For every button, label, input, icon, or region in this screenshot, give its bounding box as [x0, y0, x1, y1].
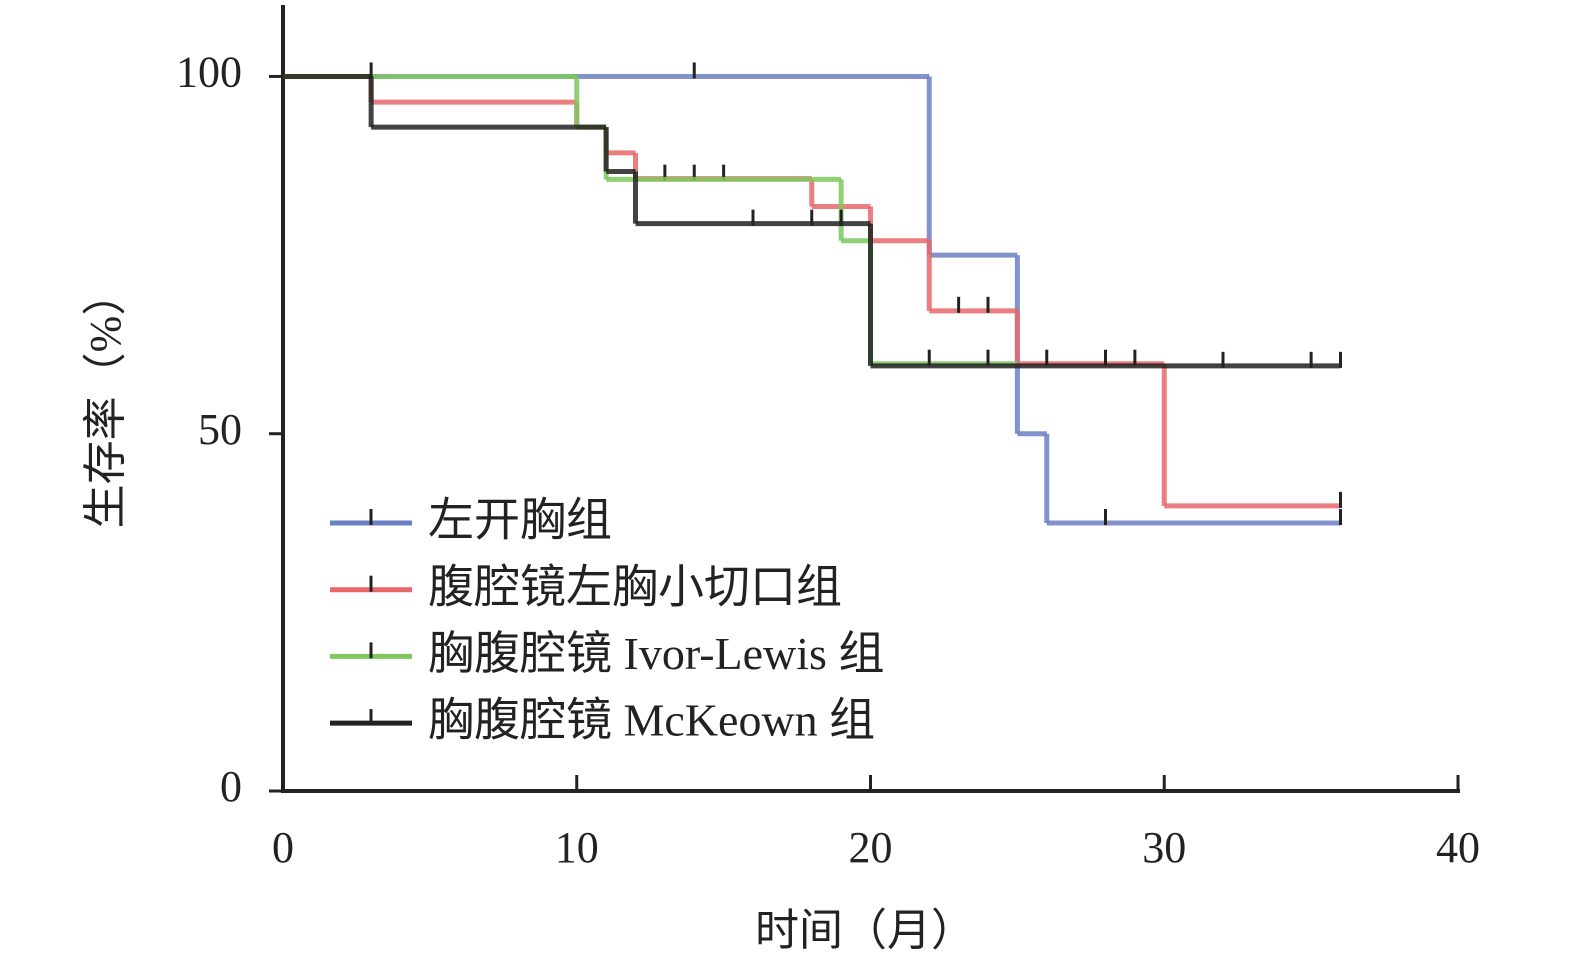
x-axis-label: 时间（月）	[755, 906, 975, 955]
legend-label: 左开胸组	[428, 495, 612, 546]
x-tick-label: 30	[1142, 823, 1186, 872]
x-tick-label: 10	[555, 823, 599, 872]
x-tick-label: 0	[272, 823, 294, 872]
x-tick-label: 20	[849, 823, 893, 872]
y-axis-label: 生存率（%）	[81, 272, 130, 529]
x-tick-label: 40	[1436, 823, 1480, 872]
legend-label: 胸腹腔镜 McKeown 组	[428, 695, 875, 746]
y-tick-label: 100	[176, 48, 242, 97]
legend-label: 胸腹腔镜 Ivor-Lewis 组	[428, 628, 884, 679]
y-tick-label: 0	[220, 762, 242, 811]
legend-label: 腹腔镜左胸小切口组	[428, 561, 842, 612]
y-tick-label: 50	[198, 405, 242, 454]
